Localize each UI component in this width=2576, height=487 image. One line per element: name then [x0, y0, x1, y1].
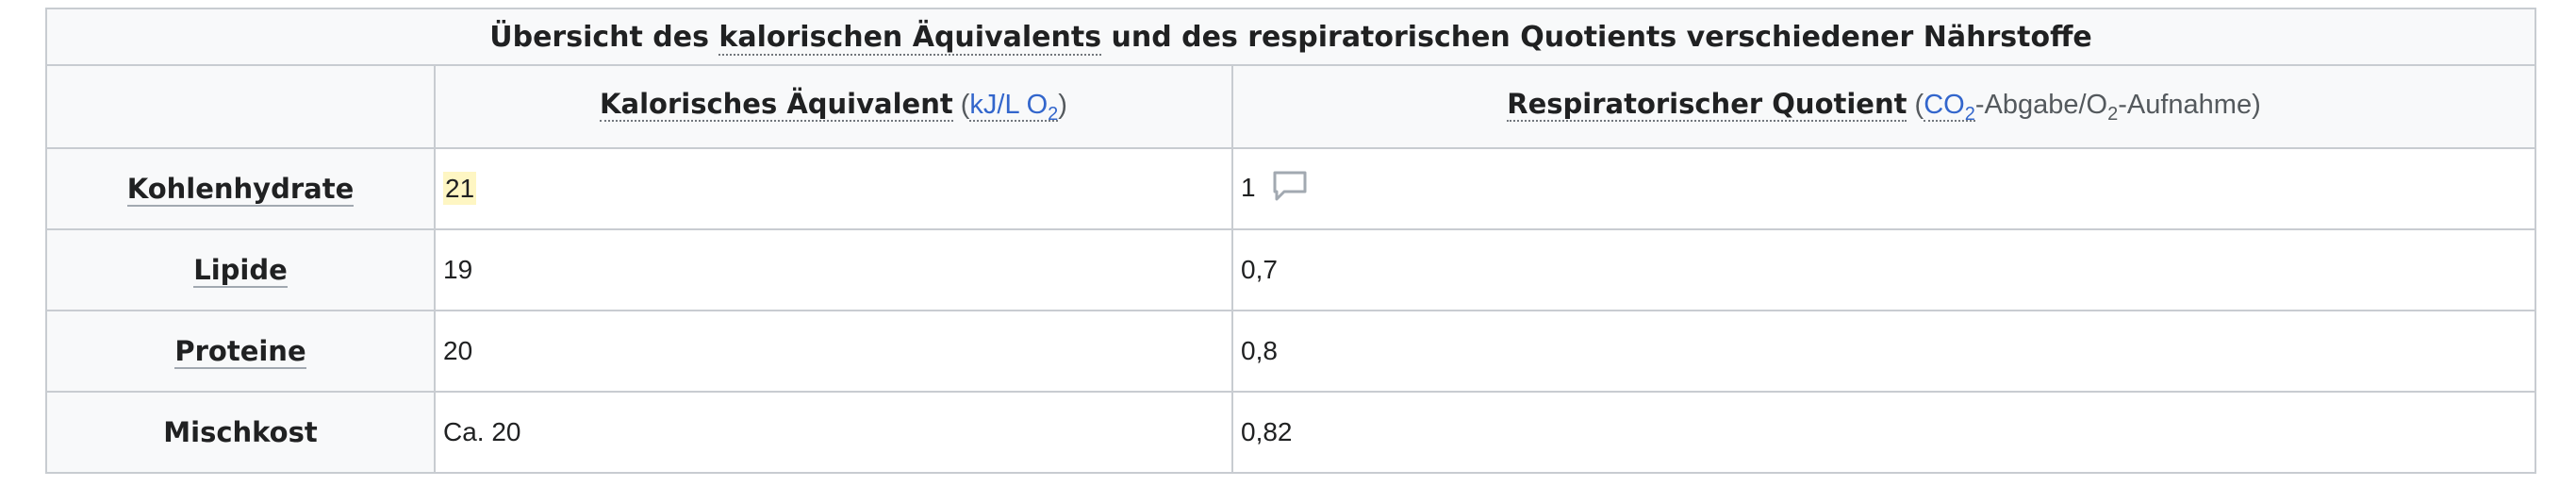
cell-rq: 0,7: [1231, 228, 2536, 311]
table-row: Mischkost Ca. 20 0,82: [45, 391, 2536, 474]
unit-co2-abbr[interactable]: CO2: [1924, 90, 1975, 125]
unit-sub: 2: [1048, 103, 1059, 125]
unit-abbr-text: kJ/L O: [969, 90, 1049, 121]
caption-link-kalorisches-aequivalent[interactable]: kalorischen Äquivalents: [718, 20, 1102, 56]
row-header-kohlenhydrate: Kohlenhydrate: [45, 147, 436, 230]
cell-rq: 0,8: [1231, 310, 2536, 393]
row-header-mischkost: Mischkost: [45, 391, 436, 474]
row-header-proteine: Proteine: [45, 310, 436, 393]
column-header-rq: Respiratorischer Quotient (CO2-Abgabe/O2…: [1231, 64, 2536, 149]
cell-value: 19: [443, 255, 473, 284]
nutrient-table: Übersicht des kalorischen Äquivalents un…: [45, 8, 2536, 474]
cell-value: 0,82: [1241, 417, 1293, 446]
row-label-link[interactable]: Kohlenhydrate: [126, 173, 355, 207]
table-caption-row: Übersicht des kalorischen Äquivalents un…: [45, 8, 2536, 66]
unit-close: ): [1058, 90, 1067, 121]
cell-kalorisch: 21: [434, 147, 1233, 230]
unit-kj-l-o2-abbr[interactable]: kJ/L O2: [969, 90, 1059, 125]
cell-value: 20: [443, 336, 473, 365]
row-label-link[interactable]: Proteine: [174, 335, 306, 369]
unit-open: (: [952, 90, 970, 121]
row-label-link[interactable]: Lipide: [193, 254, 288, 288]
unit-abbr-text: CO: [1924, 90, 1965, 121]
table-caption: Übersicht des kalorischen Äquivalents un…: [45, 8, 2536, 66]
speech-bubble-icon[interactable]: [1272, 170, 1308, 209]
column-header-kalorisch-unit: (kJ/L O2): [952, 90, 1067, 125]
unit-sub: 2: [1964, 103, 1975, 125]
unit-open: (: [1907, 90, 1924, 121]
highlighted-value: 21: [443, 172, 477, 205]
column-header-empty: [45, 64, 436, 149]
cell-kalorisch: 20: [434, 310, 1233, 393]
cell-kalorisch: 19: [434, 228, 1233, 311]
cell-value: 0,8: [1241, 336, 1278, 365]
caption-prefix: Übersicht des: [489, 20, 719, 54]
column-header-row: Kalorisches Äquivalent (kJ/L O2) Respira…: [45, 64, 2536, 149]
column-header-kalorisch: Kalorisches Äquivalent (kJ/L O2): [434, 64, 1233, 149]
cell-rq: 1: [1231, 147, 2536, 230]
table-row: Lipide 19 0,7: [45, 228, 2536, 311]
unit-mid: -Abgabe/O: [1974, 90, 2108, 121]
cell-value: 0,7: [1241, 255, 1278, 284]
row-label: Mischkost: [163, 416, 318, 448]
table-row: Proteine 20 0,8: [45, 310, 2536, 393]
unit-end: -Aufnahme): [2118, 90, 2261, 121]
table-row: Kohlenhydrate 21 1: [45, 147, 2536, 230]
caption-suffix: und des respiratorischen Quotients versc…: [1101, 20, 2092, 54]
column-header-rq-unit: (CO2-Abgabe/O2-Aufnahme): [1907, 90, 2261, 125]
nutrient-table-container: Übersicht des kalorischen Äquivalents un…: [45, 8, 2536, 474]
cell-value: 1: [1241, 172, 1256, 202]
column-header-rq-label[interactable]: Respiratorischer Quotient: [1507, 88, 1907, 123]
unit-sub: 2: [2107, 103, 2119, 125]
row-header-lipide: Lipide: [45, 228, 436, 311]
column-header-kalorisch-label[interactable]: Kalorisches Äquivalent: [600, 88, 953, 123]
cell-kalorisch: Ca. 20: [434, 391, 1233, 474]
cell-rq: 0,82: [1231, 391, 2536, 474]
cell-value: Ca. 20: [443, 417, 521, 446]
